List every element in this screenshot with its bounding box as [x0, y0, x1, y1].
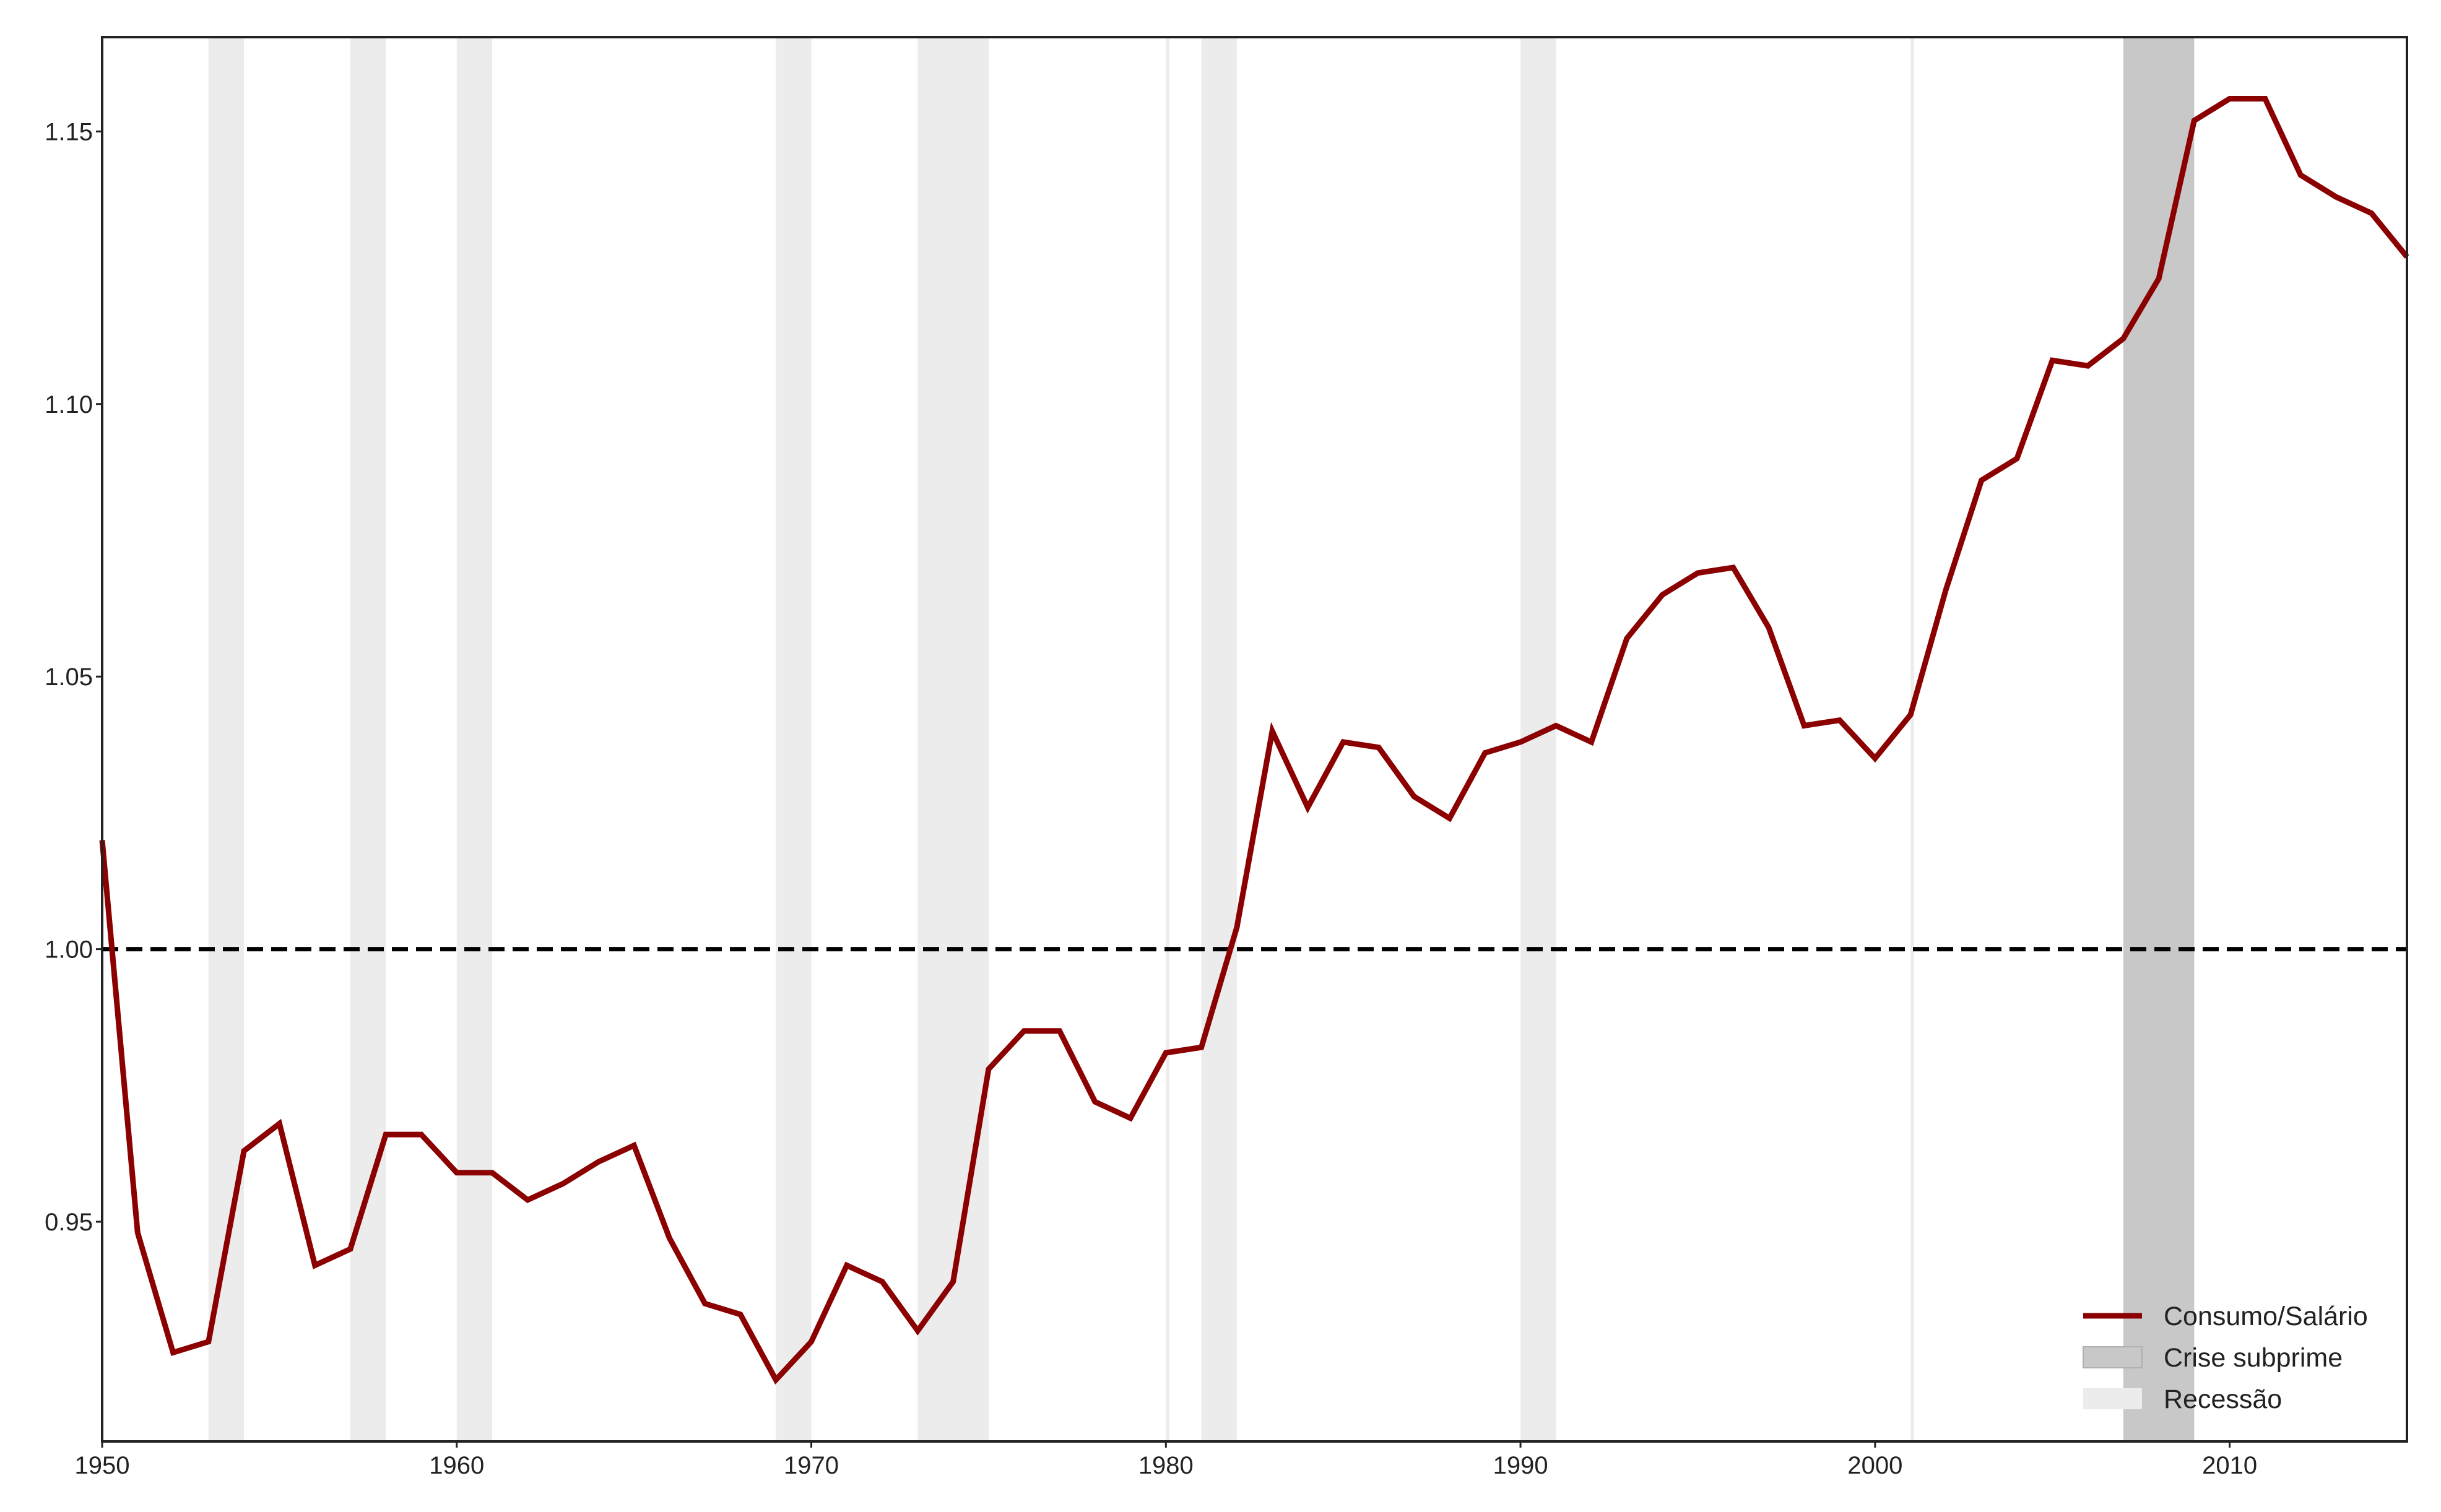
recession-region-8 [1910, 37, 1914, 1441]
y-tick-label: 1.05 [45, 663, 93, 691]
x-tick-label: 1980 [1138, 1452, 1194, 1479]
y-tick-label: 0.95 [45, 1209, 93, 1236]
y-tick-label: 1.10 [45, 391, 93, 418]
recession-region-6 [1201, 37, 1237, 1441]
crisis-region-0 [2123, 37, 2195, 1441]
plot-frame [101, 36, 2408, 1443]
y-axis: 0.95 1.00 1.05 1.10 1.15 [45, 118, 102, 1236]
series-group [99, 96, 2409, 1385]
y-tick-label: 1.15 [45, 118, 93, 145]
x-tick-label: 1950 [75, 1452, 130, 1479]
x-axis: 1950 1960 1970 1980 1990 2000 2010 [75, 1441, 2257, 1479]
recession-region-3 [776, 37, 812, 1441]
x-tick-label: 1960 [429, 1452, 484, 1479]
legend-label: Consumo/Salário [2164, 1302, 2368, 1331]
legend-label: Recessão [2164, 1385, 2282, 1414]
shaded-regions [208, 37, 2195, 1441]
recession-region-0 [208, 37, 245, 1441]
legend-label: Crise subprime [2164, 1343, 2343, 1373]
series-line-0 [99, 96, 2409, 1385]
y-tick-label: 1.00 [45, 936, 93, 964]
recession-region-5 [1166, 37, 1170, 1441]
x-tick-label: 1990 [1493, 1452, 1548, 1479]
recession-region-4 [917, 37, 989, 1441]
recession-region-1 [350, 37, 386, 1441]
legend-swatch-patch [2083, 1346, 2143, 1368]
legend: Consumo/Salário Crise subprime Recessão [2083, 1302, 2368, 1414]
x-tick-label: 2000 [1847, 1452, 1902, 1479]
legend-swatch-patch [2083, 1388, 2142, 1409]
x-tick-label: 2010 [2202, 1452, 2257, 1479]
recession-region-2 [456, 37, 493, 1441]
x-tick-label: 1970 [784, 1452, 839, 1479]
